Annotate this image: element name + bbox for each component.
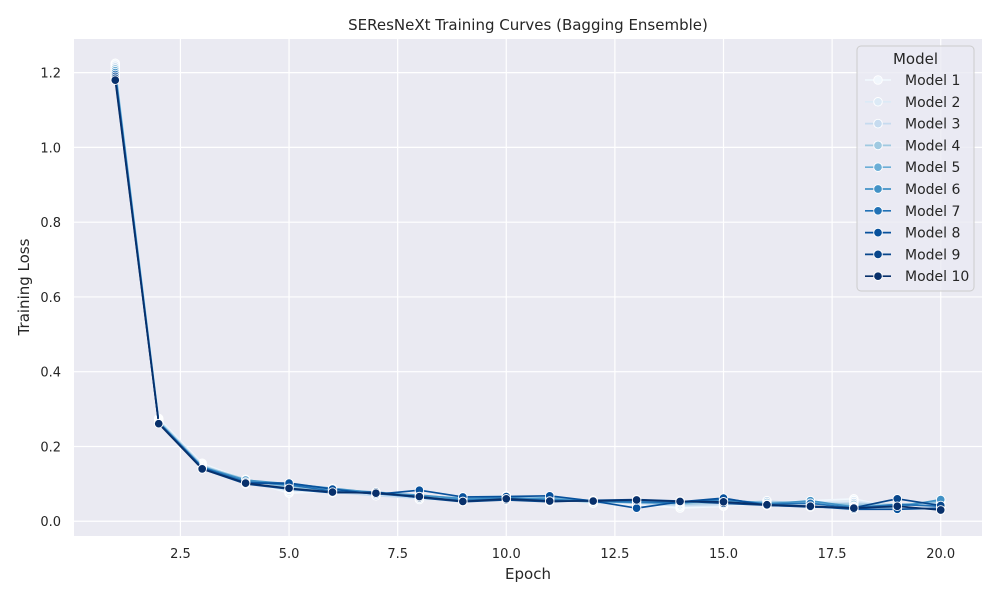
legend-item: Model 10 [865,269,969,285]
legend-label: Model 9 [905,247,960,263]
data-point [240,478,251,488]
data-point [631,495,642,505]
data-point [935,505,946,515]
data-point [675,496,685,507]
legend-marker [873,140,883,151]
data-point [805,501,816,512]
legend-box [856,45,975,292]
y-tick-label: 1.2 [40,67,61,82]
data-point [544,496,555,506]
legend-marker [873,206,883,216]
legend-item: Model 6 [865,182,960,198]
legend-marker [873,227,883,238]
y-tick-label: 0.0 [40,515,61,530]
legend-label: Model 4 [905,138,960,154]
data-point [631,503,642,513]
data-point [762,500,772,510]
x-tick-label: 12.5 [600,547,629,562]
y-axis-ticks: 0.0 0.2 0.4 0.6 0.8 1.0 1.2 [40,67,61,531]
legend-item: Model 3 [865,117,960,133]
y-tick-label: 0.2 [40,440,61,455]
data-point [284,483,294,494]
legend-item: Model 9 [865,247,960,263]
series-line [114,72,941,508]
data-point [414,491,425,502]
x-tick-label: 2.5 [170,547,191,562]
legend-marker [873,184,883,194]
legend-marker [873,97,883,107]
legend-label: Model 1 [905,73,960,89]
x-tick-label: 17.5 [818,547,847,562]
data-point [892,501,903,512]
data-point [458,496,468,507]
legend-item: Model 2 [865,95,960,111]
y-tick-label: 0.4 [40,366,61,381]
data-point [371,488,381,498]
legend-label: Model 5 [905,160,960,176]
legend-item: Model 5 [865,160,960,176]
legend-label: Model 10 [905,269,969,285]
y-tick-label: 1.0 [40,141,61,156]
x-axis-ticks: 2.5 5.0 7.5 10.0 12.5 15.0 17.5 20.0 [170,547,955,562]
legend-label: Model 7 [905,204,960,220]
chart-title: SEResNeXt Training Curves (Bagging Ensem… [348,16,708,34]
x-tick-label: 15.0 [709,547,738,562]
legend-items: Model 1 Model 2 Model 3 Model 4 Model 5 Model… [865,73,969,285]
legend-label: Model 6 [905,182,960,198]
legend-item: Model 1 [865,73,960,89]
data-point [718,497,729,507]
plot-area [74,39,982,536]
y-axis-title: Training Loss [15,238,33,336]
legend-marker [873,75,883,85]
legend-marker [873,162,883,172]
legend-label: Model 3 [905,117,960,133]
data-point [588,496,598,506]
x-tick-label: 5.0 [279,547,300,562]
x-tick-label: 20.0 [926,547,955,562]
x-axis-title: Epoch [505,565,551,583]
y-tick-label: 0.6 [40,291,61,306]
y-tick-label: 0.8 [40,216,61,231]
legend-label: Model 2 [905,95,960,111]
x-tick-label: 10.0 [492,547,521,562]
data-point [197,464,207,474]
series-line [114,80,941,511]
series-layer [110,58,946,515]
data-point [327,487,338,497]
legend-marker [873,271,883,281]
legend-marker [873,249,883,260]
legend-label: Model 8 [905,226,960,242]
legend-marker [873,118,883,129]
series-10 [110,75,946,515]
legend-title: Model [893,50,938,68]
data-point [501,494,512,504]
legend-item: Model 4 [865,138,960,154]
data-point [153,418,164,429]
x-tick-label: 7.5 [387,547,408,562]
data-point [849,503,859,513]
data-point [110,75,121,85]
legend-item: Model 8 [865,226,960,242]
legend-item: Model 7 [865,204,960,220]
